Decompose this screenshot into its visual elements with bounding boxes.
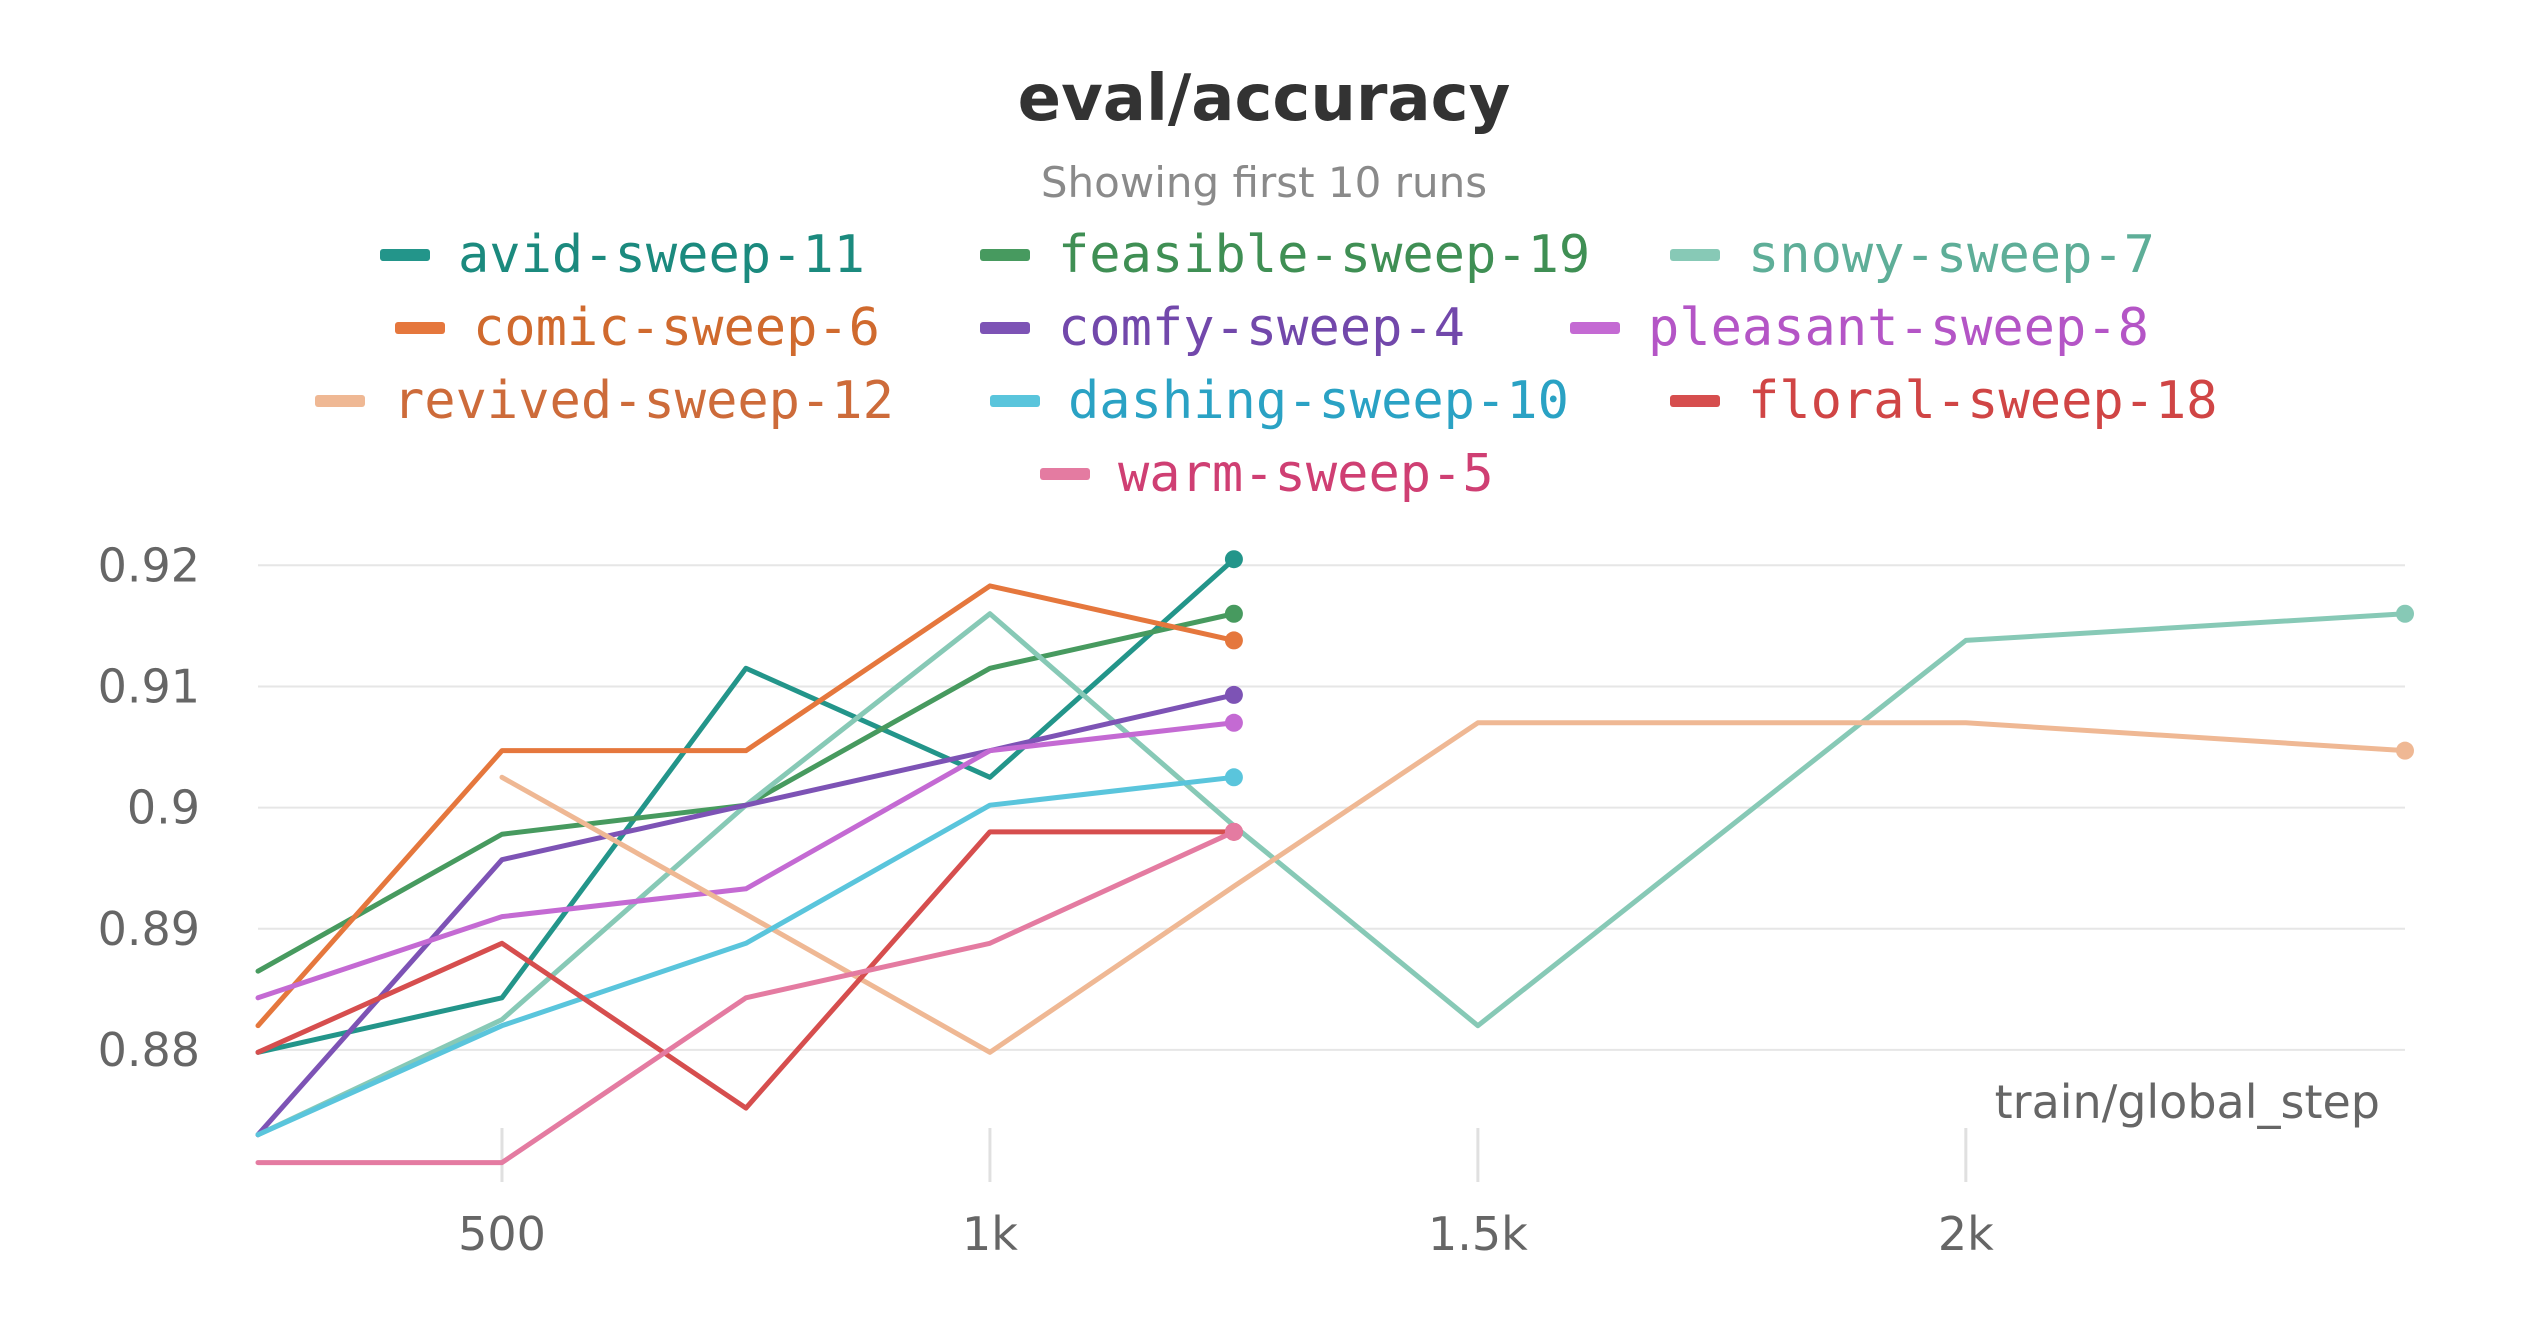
series-endpoint-feasible-sweep-19 [1224,604,1243,623]
x-tick-label: 2k [1938,1207,1994,1261]
series-endpoint-warm-sweep-5 [1224,822,1243,841]
y-tick-label: 0.92 [98,538,200,592]
y-tick-label: 0.9 [127,781,200,835]
series-line-avid-sweep-11 [255,556,1237,1055]
legend-swatch [980,249,1030,261]
series-line-dashing-sweep-10 [255,774,1237,1138]
x-axis-title: train/global_step [1995,1075,2380,1129]
chart-legend: avid-sweep-11 feasible-sweep-19 snowy-swee… [0,0,2528,520]
y-tick-label: 0.89 [98,902,200,956]
legend-label: floral-sweep-18 [1748,371,2218,431]
legend-item-revived-sweep-12[interactable]: revived-sweep-12 [315,371,894,431]
y-tick-label: 0.91 [98,659,200,713]
x-tick-label: 1.5k [1428,1207,1528,1261]
series-endpoint-pleasant-sweep-8 [1224,713,1243,732]
legend-label: pleasant-sweep-8 [1648,298,2149,358]
legend-swatch [315,395,365,407]
series-endpoint-revived-sweep-12 [2396,741,2414,760]
series-lines [255,550,2414,1166]
legend-item-comfy-sweep-4[interactable]: comfy-sweep-4 [980,298,1465,358]
legend-swatch [1040,468,1090,480]
series-line-revived-sweep-12 [499,720,2408,1055]
legend-label: comfy-sweep-4 [1058,298,1465,358]
legend-swatch [380,249,430,261]
x-tick-label: 500 [458,1207,546,1261]
series-line-warm-sweep-5 [255,829,1237,1166]
legend-label: snowy-sweep-7 [1748,225,2155,285]
legend-label: warm-sweep-5 [1118,444,1494,504]
x-tick-label: 1k [962,1207,1018,1261]
legend-swatch [990,395,1040,407]
legend-label: avid-sweep-11 [458,225,865,285]
legend-item-dashing-sweep-10[interactable]: dashing-sweep-10 [990,371,1569,431]
x-axis-ticks: 500 1k 1.5k 2k [458,1128,1994,1261]
legend-label: feasible-sweep-19 [1058,225,1591,285]
legend-label: dashing-sweep-10 [1068,371,1569,431]
legend-item-comic-sweep-6[interactable]: comic-sweep-6 [395,298,880,358]
series-endpoint-comic-sweep-6 [1224,631,1243,650]
series-line-floral-sweep-18 [255,829,1237,1111]
legend-swatch [1670,249,1720,261]
y-axis-tick-labels: 0.88 0.89 0.9 0.91 0.92 [98,538,200,1077]
legend-label: revived-sweep-12 [393,371,894,431]
series-endpoint-dashing-sweep-10 [1224,768,1243,787]
legend-swatch [395,322,445,334]
series-line-pleasant-sweep-8 [255,720,1237,1001]
series-line-comic-sweep-6 [255,583,1237,1029]
legend-item-floral-sweep-18[interactable]: floral-sweep-18 [1670,371,2218,431]
grid-lines [258,564,2405,1051]
series-endpoint-snowy-sweep-7 [2396,604,2414,623]
legend-item-feasible-sweep-19[interactable]: feasible-sweep-19 [980,225,1590,285]
legend-swatch [980,322,1030,334]
legend-label: comic-sweep-6 [473,298,880,358]
legend-item-snowy-sweep-7[interactable]: snowy-sweep-7 [1670,225,2155,285]
y-tick-label: 0.88 [98,1023,200,1077]
series-line-snowy-sweep-7 [255,611,2408,1138]
legend-swatch [1570,322,1620,334]
legend-swatch [1670,395,1720,407]
chart-title: eval/accuracy [1017,62,1511,136]
legend-item-pleasant-sweep-8[interactable]: pleasant-sweep-8 [1570,298,2149,358]
series-endpoint-avid-sweep-11 [1224,550,1243,569]
series-line-comfy-sweep-4 [255,692,1237,1138]
legend-item-avid-sweep-11[interactable]: avid-sweep-11 [380,225,865,285]
chart-subtitle: Showing first 10 runs [1040,158,1488,207]
series-endpoint-comfy-sweep-4 [1224,685,1243,704]
legend-item-warm-sweep-5[interactable]: warm-sweep-5 [1040,444,1494,504]
